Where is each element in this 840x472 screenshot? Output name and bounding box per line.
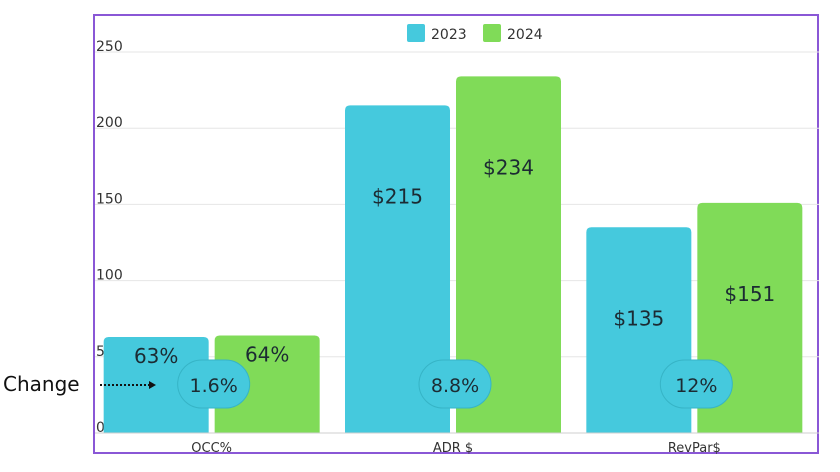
x-tick-label: ADR $ [433,441,473,456]
bar-2024-1 [456,76,561,433]
bar-2023-0 [103,336,209,433]
y-tick-label: 200 [96,115,123,131]
legend-swatch [483,24,501,42]
change-label: 1.6% [190,375,238,397]
change-annotation-label: Change [3,372,80,396]
x-tick-label: OCC% [191,441,232,456]
y-tick-label: 150 [96,191,123,207]
change-bubble [659,359,733,409]
legend-label: 2024 [507,27,543,43]
change-bubble [418,359,492,409]
legend-label: 2023 [431,27,467,43]
legend-swatch [407,24,425,42]
data-label: 63% [134,344,178,368]
bar-2023-1 [345,105,450,433]
change-arrow-head [149,381,156,389]
data-label: $215 [372,184,423,208]
bar-2024-0 [214,335,320,433]
change-label: 8.8% [431,375,479,397]
data-label: $234 [483,155,534,179]
y-tick-label: 100 [96,268,123,284]
y-tick-label: 250 [96,39,123,55]
chart-frame [93,14,819,454]
x-tick-label: RevPar$ [668,441,721,456]
change-label: 12% [675,375,717,397]
data-label: $135 [613,306,664,330]
change-bubble [177,359,251,409]
data-label: 64% [245,342,289,366]
y-tick-label: 0 [96,420,105,436]
data-label: $151 [724,282,775,306]
